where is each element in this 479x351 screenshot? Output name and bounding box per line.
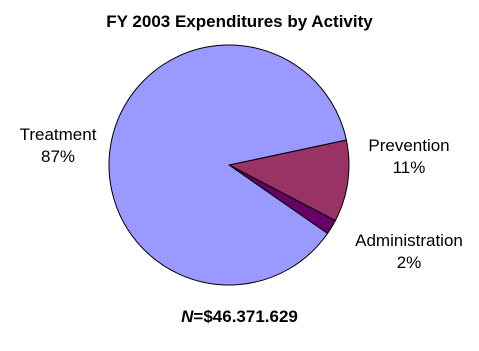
slice-name-prevention: Prevention	[368, 136, 450, 155]
slice-label-treatment: Treatment 87%	[20, 124, 97, 168]
chart-title: FY 2003 Expenditures by Activity	[106, 12, 373, 31]
n-symbol: N	[181, 307, 194, 326]
pie-slices	[108, 44, 350, 286]
slice-percent-treatment: 87%	[40, 147, 76, 166]
total-value: =$46.371.629	[193, 307, 298, 326]
pie-slice-prevention	[228, 139, 350, 222]
slice-name-treatment: Treatment	[19, 125, 97, 144]
slice-percent-prevention: 11%	[392, 158, 426, 177]
slice-label-administration: Administration 2%	[355, 230, 463, 274]
slice-label-prevention: Prevention 11%	[368, 135, 449, 179]
slice-percent-administration: 2%	[396, 253, 422, 272]
slice-name-administration: Administration	[355, 231, 463, 250]
pie-slice-treatment	[108, 44, 347, 286]
total-footnote: N=$46.371.629	[0, 307, 479, 327]
